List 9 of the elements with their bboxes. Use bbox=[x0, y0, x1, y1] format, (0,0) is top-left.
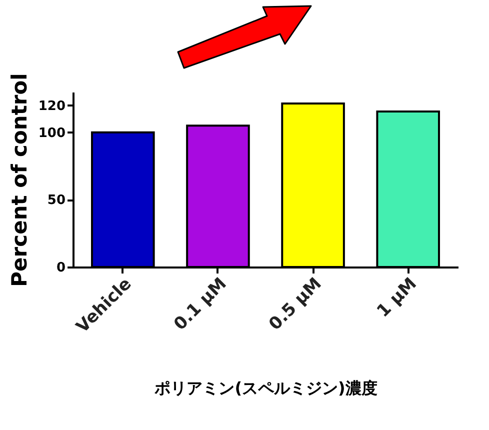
y-tick-label: 50 bbox=[47, 193, 66, 208]
y-axis-title: Percent of control bbox=[7, 73, 32, 287]
y-tick-label: 0 bbox=[56, 260, 66, 276]
x-tick-label: 1 µM bbox=[373, 274, 421, 322]
x-tick-label: 0.5 µM bbox=[265, 274, 326, 335]
x-tick-label: 0.1 µM bbox=[170, 274, 231, 335]
y-tick-label: 100 bbox=[38, 126, 66, 141]
x-axis-title: ポリアミン(スペルミジン)濃度 bbox=[154, 378, 378, 398]
y-tick-label: 120 bbox=[38, 98, 66, 114]
